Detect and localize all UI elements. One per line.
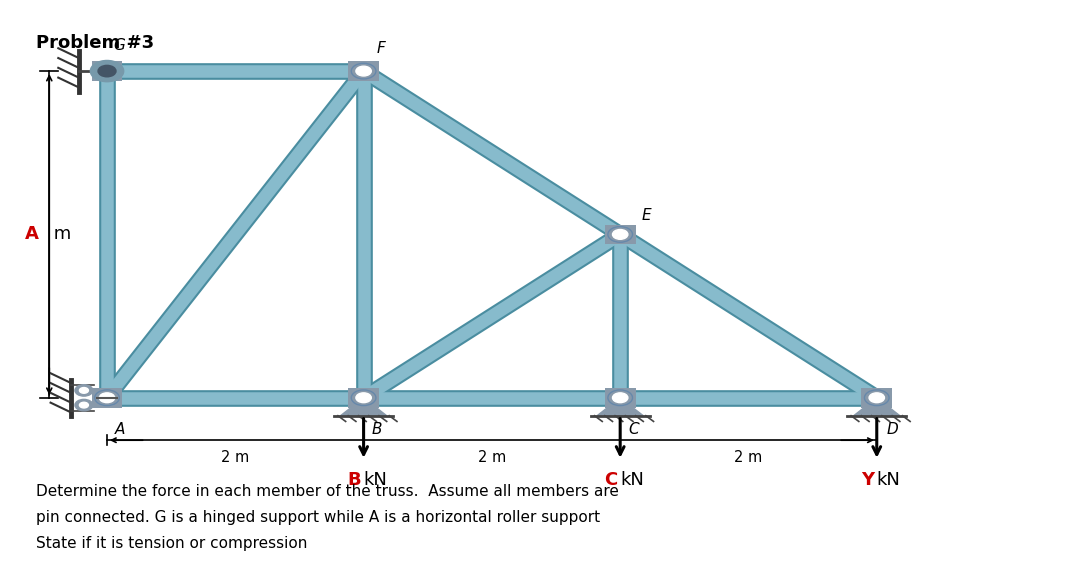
Text: D: D — [887, 422, 899, 437]
Bar — [862, 388, 892, 408]
Circle shape — [612, 229, 627, 239]
Bar — [348, 388, 379, 408]
Bar — [348, 62, 379, 81]
Text: Determine the force in each member of the truss.  Assume all members are: Determine the force in each member of th… — [37, 484, 619, 499]
Text: 2 m: 2 m — [477, 450, 507, 465]
Text: A: A — [114, 422, 125, 437]
Bar — [605, 388, 635, 408]
Text: G: G — [113, 38, 125, 53]
Text: C: C — [605, 472, 618, 489]
Text: 2 m: 2 m — [734, 450, 762, 465]
Text: Problem #3: Problem #3 — [37, 34, 154, 52]
Circle shape — [98, 66, 116, 77]
Text: E: E — [642, 208, 651, 223]
Circle shape — [612, 393, 627, 402]
Circle shape — [356, 393, 372, 402]
Text: C: C — [627, 422, 638, 437]
Circle shape — [75, 400, 93, 411]
Text: Y: Y — [861, 472, 874, 489]
Polygon shape — [597, 398, 644, 416]
Text: 2 m: 2 m — [221, 450, 249, 465]
Text: kN: kN — [877, 472, 901, 489]
Circle shape — [75, 385, 93, 396]
Text: m: m — [48, 225, 71, 243]
Bar — [92, 62, 122, 81]
Circle shape — [80, 402, 89, 408]
Circle shape — [356, 66, 372, 76]
Circle shape — [869, 393, 885, 402]
Text: F: F — [377, 41, 386, 56]
Polygon shape — [853, 398, 900, 416]
Circle shape — [91, 60, 124, 82]
Text: B: B — [348, 472, 361, 489]
Circle shape — [99, 393, 114, 402]
Bar — [92, 388, 122, 408]
Text: A: A — [25, 225, 39, 243]
Text: kN: kN — [620, 472, 644, 489]
Polygon shape — [340, 398, 387, 416]
Text: kN: kN — [364, 472, 388, 489]
Circle shape — [99, 66, 114, 76]
Text: B: B — [372, 422, 382, 437]
Text: State if it is tension or compression: State if it is tension or compression — [37, 536, 308, 551]
Bar — [605, 225, 635, 244]
Text: pin connected. G is a hinged support while A is a horizontal roller support: pin connected. G is a hinged support whi… — [37, 509, 600, 524]
Circle shape — [80, 388, 89, 393]
